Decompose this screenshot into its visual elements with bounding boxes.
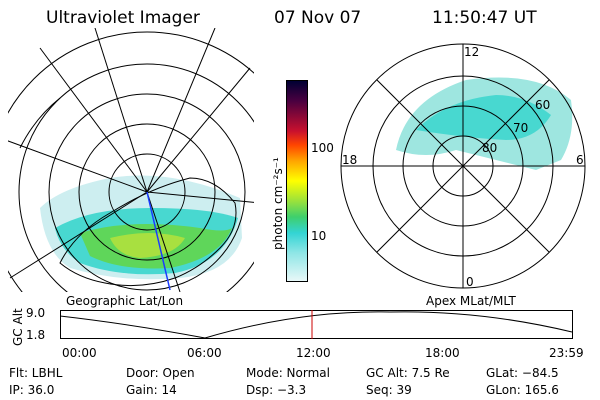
- colorbar-tick-100: 100: [311, 141, 334, 155]
- glat-label: GLat: −84.5: [486, 366, 559, 380]
- mlt-label-6: 6: [576, 153, 584, 167]
- left-panel-caption: Geographic Lat/Lon: [66, 294, 184, 308]
- mlt-label-18: 18: [342, 153, 357, 167]
- altitude-y-bottom: 1.8: [26, 328, 46, 342]
- date-label: 07 Nov 07: [274, 8, 362, 28]
- colorbar-unit-label: photon cm⁻²s⁻¹: [271, 157, 285, 250]
- satellite-track: [146, 191, 171, 291]
- x-tick-0600: 06:00: [187, 346, 222, 360]
- filter-label: Flt: LBHL: [9, 366, 63, 380]
- colorbar-tick-10: 10: [311, 229, 327, 243]
- magnetic-polar-plot: 12 0 18 6 60 70 80: [340, 43, 586, 289]
- x-tick-1200: 12:00: [296, 346, 331, 360]
- altitude-plot: [60, 310, 573, 339]
- altitude-ylabel: GC Alt: [11, 308, 25, 346]
- time-label: 11:50:47 UT: [432, 8, 537, 28]
- altitude-y-top: 9.0: [26, 306, 46, 320]
- x-tick-0000: 00:00: [62, 346, 97, 360]
- mlt-label-0: 0: [466, 275, 474, 289]
- mlt-label-12: 12: [464, 45, 479, 59]
- x-tick-2359: 23:59: [549, 346, 584, 360]
- geographic-image: [8, 28, 254, 292]
- ip-label: IP: 36.0: [9, 383, 55, 397]
- coastline: [59, 177, 237, 287]
- mode-label: Mode: Normal: [246, 366, 330, 380]
- glon-label: GLon: 165.6: [486, 383, 559, 397]
- door-label: Door: Open: [126, 366, 195, 380]
- x-tick-1800: 18:00: [425, 346, 460, 360]
- lat-label-70: 70: [513, 121, 528, 135]
- dsp-label: Dsp: −3.3: [246, 383, 307, 397]
- right-panel-caption: Apex MLat/MLT: [426, 294, 516, 308]
- gc-alt-label: GC Alt: 7.5 Re: [366, 366, 450, 380]
- lat-label-60: 60: [535, 98, 550, 112]
- gain-label: Gain: 14: [126, 383, 177, 397]
- altitude-curve: [60, 311, 573, 339]
- lat-label-80: 80: [482, 141, 497, 155]
- app-title: Ultraviolet Imager: [46, 8, 200, 28]
- colorbar: [286, 80, 308, 282]
- seq-label: Seq: 39: [366, 383, 412, 397]
